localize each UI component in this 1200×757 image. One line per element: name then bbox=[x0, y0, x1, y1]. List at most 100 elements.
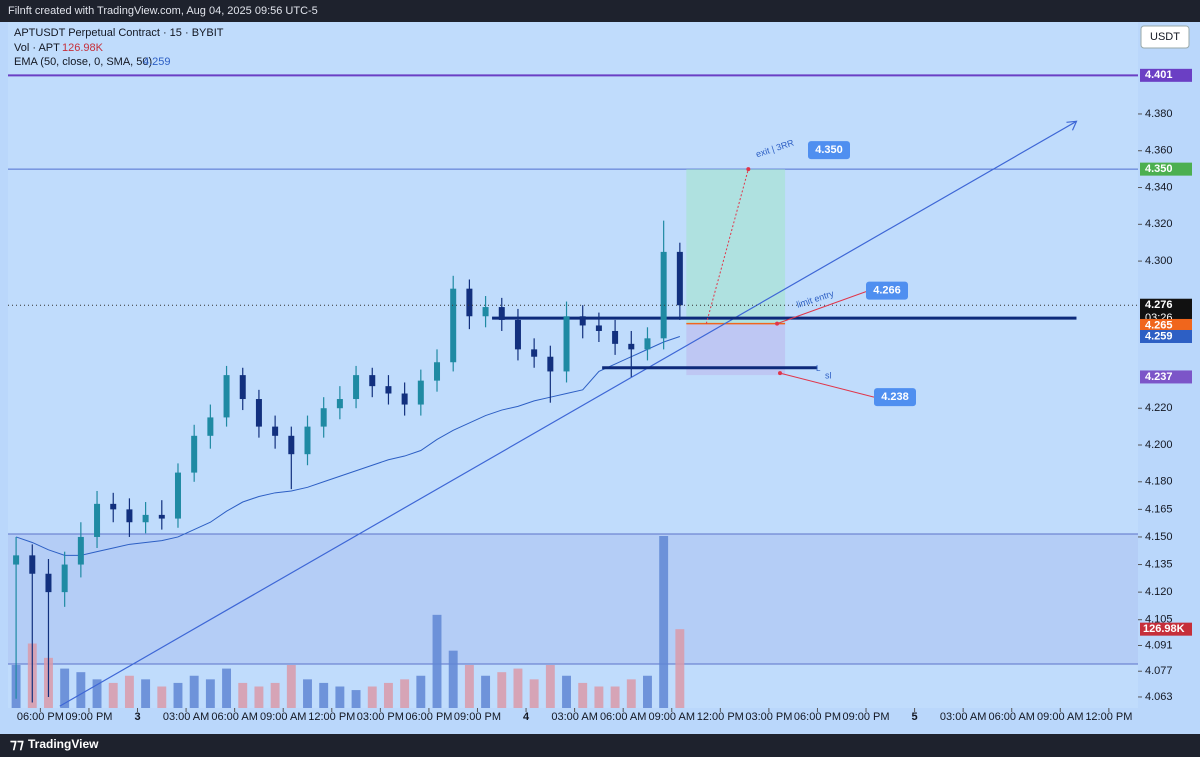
candle-body bbox=[531, 349, 538, 357]
volume-bar bbox=[626, 679, 636, 708]
candle-body bbox=[174, 472, 181, 519]
candle-body bbox=[158, 514, 165, 519]
candle-body bbox=[676, 251, 683, 306]
credit: Filnft created with TradingView.com, Aug… bbox=[8, 5, 318, 17]
volume-bar bbox=[335, 686, 345, 708]
x-tick-label: 03:00 PM bbox=[357, 711, 404, 723]
candle-body bbox=[547, 356, 554, 372]
tag-bg bbox=[808, 141, 850, 160]
y-tick-label: 4.077 bbox=[1145, 665, 1173, 677]
x-tick-label: 06:00 AM bbox=[988, 711, 1034, 723]
candle-body bbox=[207, 417, 214, 436]
x-tick-label: 09:00 PM bbox=[842, 711, 889, 723]
target-arrow bbox=[705, 168, 749, 324]
y-tick-label: 4.120 bbox=[1145, 586, 1173, 598]
x-tick-label: 09:00 PM bbox=[65, 711, 112, 723]
candle-body bbox=[239, 375, 246, 400]
price-tag-label: 4.237 bbox=[1145, 371, 1173, 383]
tag-bg bbox=[866, 281, 908, 300]
volume-bar bbox=[610, 686, 620, 708]
volume-bar bbox=[222, 668, 232, 708]
x-tick-label: 09:00 AM bbox=[260, 711, 306, 723]
candle-body bbox=[628, 343, 635, 350]
tag-bg bbox=[874, 388, 916, 407]
brand: TradingView bbox=[28, 737, 99, 751]
candle-body bbox=[272, 426, 279, 436]
volume-bar bbox=[92, 679, 102, 708]
stop-value: 4.238 bbox=[881, 391, 909, 403]
volume-bar bbox=[60, 668, 70, 708]
candle-body bbox=[77, 536, 84, 565]
candle-body bbox=[110, 503, 117, 510]
candle-body bbox=[482, 307, 489, 317]
ema-label: EMA (50, close, 0, SMA, 50) bbox=[14, 56, 152, 68]
y-tick-label: 4.200 bbox=[1145, 439, 1173, 451]
x-tick-label: 06:00 PM bbox=[794, 711, 841, 723]
volume-bar bbox=[513, 668, 523, 708]
x-tick-label: 09:00 AM bbox=[1037, 711, 1083, 723]
volume-bar bbox=[594, 686, 604, 708]
y-tick-label: 4.360 bbox=[1145, 145, 1173, 157]
ema-line bbox=[15, 336, 681, 556]
candle-body bbox=[660, 251, 667, 339]
volume-bar bbox=[432, 614, 442, 708]
candle-body bbox=[13, 555, 20, 565]
volume-bar bbox=[562, 675, 571, 708]
volume-bar bbox=[270, 682, 280, 708]
candle-body bbox=[353, 375, 360, 400]
volume-bar bbox=[303, 679, 312, 708]
x-tick-label: 4 bbox=[523, 711, 530, 723]
volume-bar bbox=[108, 682, 118, 708]
volume-bar bbox=[497, 672, 507, 708]
currency-button[interactable] bbox=[1140, 25, 1190, 49]
volume-bar bbox=[319, 682, 329, 708]
y-tick-label: 4.063 bbox=[1145, 691, 1173, 703]
anchor bbox=[778, 371, 782, 376]
y-tick-label: 4.180 bbox=[1145, 476, 1173, 488]
volume-bar bbox=[481, 675, 491, 708]
volume-bar bbox=[659, 536, 669, 708]
candle-body bbox=[579, 316, 586, 326]
logo: ⁊⁊ bbox=[10, 736, 24, 752]
candle-body bbox=[450, 288, 457, 363]
volume-bar bbox=[416, 675, 426, 708]
currency[interactable]: USDT bbox=[1150, 31, 1180, 43]
volume-bar bbox=[205, 679, 215, 708]
price-tag bbox=[1140, 68, 1192, 82]
price-tag-label: 4.259 bbox=[1145, 330, 1173, 342]
anchor bbox=[746, 167, 751, 172]
volume-bar bbox=[367, 686, 377, 708]
x-tick-label: 03:00 PM bbox=[745, 711, 792, 723]
x-tick-label: 12:00 PM bbox=[1085, 711, 1132, 723]
candle-body bbox=[255, 399, 262, 427]
volume-pane bbox=[8, 534, 1138, 664]
volume-bar bbox=[675, 629, 685, 708]
volume-bar bbox=[173, 682, 183, 708]
y-tick-label: 4.320 bbox=[1145, 218, 1173, 230]
price-tag bbox=[1140, 162, 1192, 176]
trendline bbox=[59, 120, 1077, 707]
candle-body bbox=[336, 399, 343, 409]
volume-bar bbox=[238, 682, 248, 708]
price-tag bbox=[1140, 318, 1192, 332]
volume-bar bbox=[351, 690, 361, 708]
volume-bar bbox=[529, 679, 539, 708]
price-tag-label: 4.276 bbox=[1145, 299, 1173, 311]
volume-tag-label: 126.98K bbox=[1143, 623, 1185, 635]
candle-body bbox=[434, 362, 441, 381]
x-tick-label: 06:00 AM bbox=[600, 711, 646, 723]
x-tick-label: 06:00 PM bbox=[17, 711, 64, 723]
volume-value: 126.98K bbox=[62, 42, 104, 54]
price-tag-label: 4.401 bbox=[1145, 69, 1173, 81]
x-tick-label: 03:00 AM bbox=[940, 711, 986, 723]
candle-body bbox=[142, 514, 149, 523]
candle-body bbox=[644, 338, 651, 350]
candle-body bbox=[61, 564, 68, 593]
candle-body bbox=[498, 307, 505, 320]
ema-value: 4.259 bbox=[143, 56, 171, 68]
x-tick-label: 03:00 AM bbox=[163, 711, 209, 723]
stop-text: sl bbox=[825, 370, 832, 380]
symbol: APTUSDT Perpetual Contract · 15 · BYBIT bbox=[14, 27, 224, 39]
y-tick-label: 4.105 bbox=[1145, 614, 1173, 626]
volume-bar bbox=[286, 665, 296, 708]
